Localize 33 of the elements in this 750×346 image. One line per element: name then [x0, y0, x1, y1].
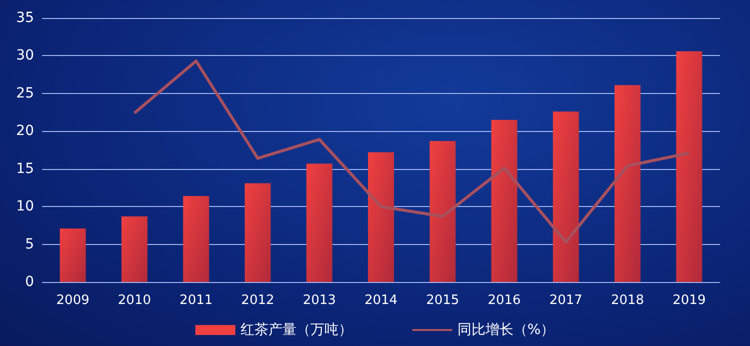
y-tick-label: 20 [16, 123, 34, 140]
x-tick-label: 2010 [118, 293, 151, 308]
bar [121, 216, 148, 282]
y-tick-label: 5 [25, 236, 34, 252]
bar [368, 152, 394, 282]
bar [552, 112, 579, 282]
x-tick-label: 2013 [302, 293, 336, 308]
x-tick-label: 2015 [426, 293, 460, 308]
y-tick-label: 15 [16, 160, 34, 177]
bar [491, 120, 518, 282]
y-tick-label: 30 [16, 48, 34, 64]
bar [306, 164, 332, 282]
x-tick-label: 2017 [549, 293, 582, 308]
x-tick-label: 2014 [364, 293, 398, 308]
bar [614, 85, 641, 282]
x-tick-label: 2011 [180, 293, 213, 308]
y-tick-label: 10 [16, 198, 34, 215]
x-tick-label: 2016 [488, 293, 521, 308]
x-tick-label: 2009 [56, 293, 90, 308]
legend-label: 同比增长（%） [457, 322, 555, 338]
x-tick-label: 2018 [611, 293, 644, 308]
bar [430, 140, 456, 282]
line-series [132, 59, 691, 244]
legend-label: 红茶产量（万吨） [240, 322, 352, 338]
y-tick-label: 35 [16, 10, 34, 26]
bar [676, 51, 702, 282]
bar [183, 196, 210, 282]
x-tick-label: 2019 [672, 293, 706, 308]
x-tick-label: 2012 [241, 293, 274, 308]
y-tick-label: 25 [16, 85, 34, 102]
bar [244, 183, 271, 282]
bar [60, 228, 86, 282]
y-tick-label: 0 [25, 274, 34, 290]
